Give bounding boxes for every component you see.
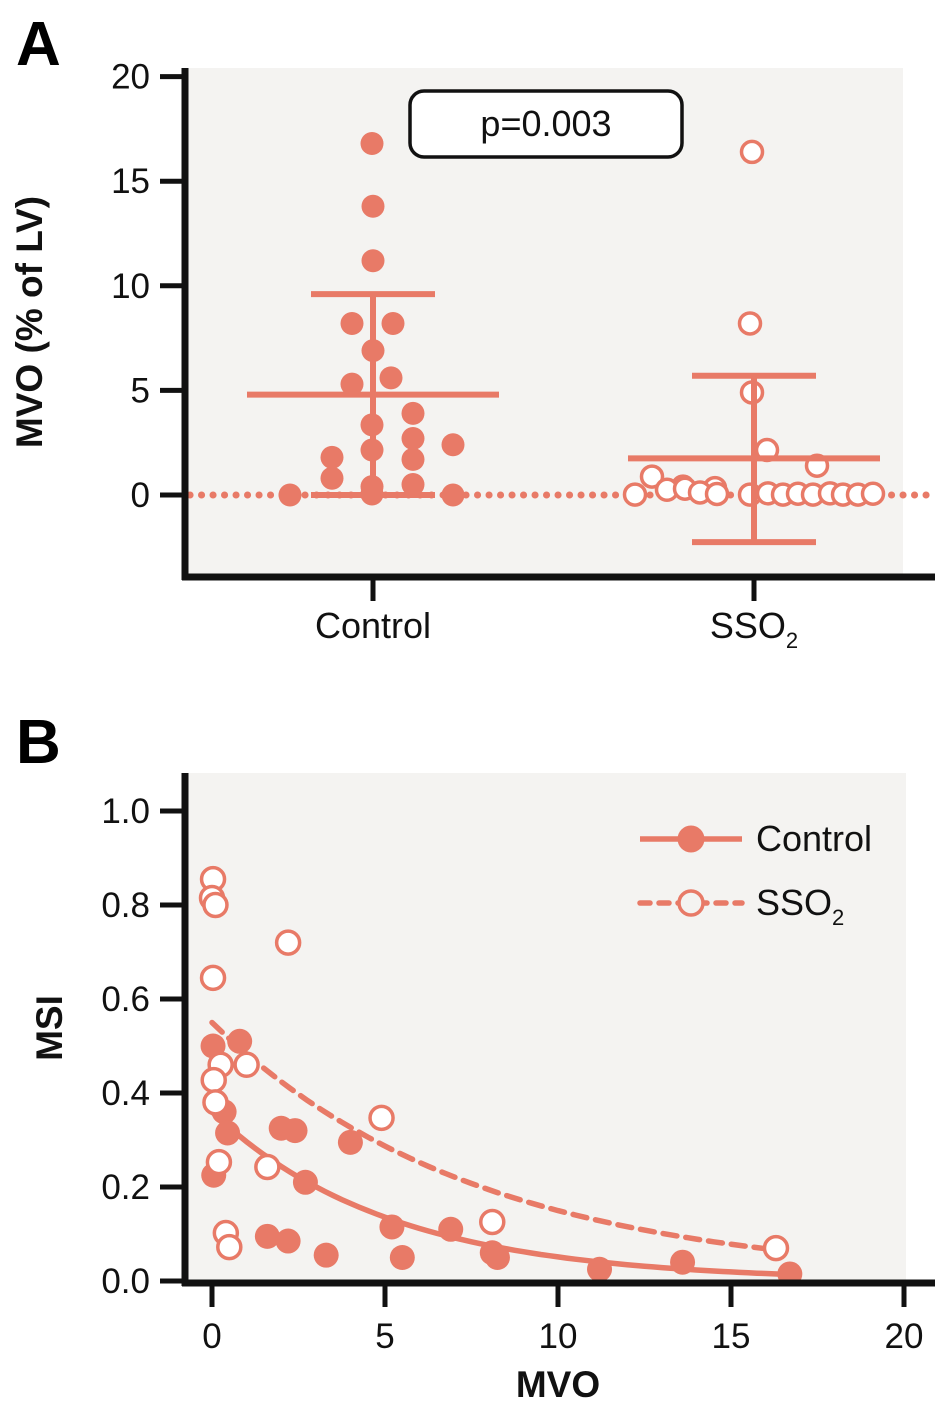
panel-b-x-axis-title: MVO (516, 1364, 600, 1405)
legend-label-sso2: SSO2 (756, 882, 844, 930)
y-tick-label: 0.2 (101, 1168, 150, 1207)
data-point-filled (340, 311, 364, 335)
error-bar (247, 291, 499, 498)
data-point-filled (215, 1120, 241, 1146)
data-point-open (199, 964, 227, 992)
data-point-open (368, 1104, 395, 1132)
data-point-filled (484, 1245, 510, 1270)
data-point-filled (227, 1028, 253, 1054)
panel-b-plot-area (188, 773, 906, 1283)
panel-b-label: B (16, 708, 61, 777)
x-tick-label: 5 (375, 1317, 394, 1356)
data-point-filled (282, 1118, 308, 1144)
legend-label-control: Control (756, 818, 872, 859)
y-tick-label: 0.0 (101, 1262, 150, 1301)
data-point-filled (340, 372, 364, 396)
data-point-filled (401, 401, 425, 425)
data-point-filled (389, 1245, 415, 1270)
x-tick-label: 15 (712, 1317, 751, 1356)
p-value-text: p=0.003 (480, 103, 611, 144)
y-tick-label: 0.6 (101, 980, 150, 1019)
data-point-filled (292, 1169, 318, 1195)
data-point-open (737, 311, 763, 336)
data-point-filled (381, 311, 405, 335)
legend-entry-sso2: SSO2 (637, 882, 844, 930)
data-point-filled (361, 249, 385, 273)
data-point-open (216, 1233, 243, 1261)
data-point-open (704, 481, 730, 507)
fit-curve-sso2 (209, 1019, 778, 1253)
data-point-open (739, 139, 765, 165)
p-value-annotation: p=0.003 (408, 89, 684, 159)
data-point-filled (320, 445, 344, 469)
panel-a-y-axis-title: MVO (% of LV) (9, 196, 50, 448)
data-point-filled (320, 466, 344, 490)
data-point-filled (254, 1223, 280, 1249)
group-label-control: Control (315, 605, 431, 646)
data-point-open (202, 891, 229, 919)
panel-b-y-axis-title: MSI (29, 995, 70, 1061)
data-point-open (205, 1148, 233, 1176)
data-point-open (479, 1208, 506, 1236)
data-point-open (274, 929, 302, 956)
error-bar (628, 372, 880, 546)
panel-a-axes (160, 68, 935, 601)
data-point-filled (401, 473, 425, 497)
y-tick-label: 0.8 (101, 886, 150, 925)
data-point-open (233, 1051, 260, 1079)
data-point-filled (337, 1129, 363, 1155)
group-sso2 (622, 139, 886, 546)
x-tick-label: 10 (539, 1317, 578, 1356)
data-point-open (200, 1066, 227, 1094)
legend-marker-filled (677, 825, 705, 853)
data-point-filled (401, 427, 425, 451)
legend: Control SSO2 (637, 818, 872, 930)
panel-b-chart: 0.0 0.2 0.4 0.6 0.8 1.0 0 5 10 15 20 MSI MVO Control S… (29, 773, 935, 1405)
y-tick-label: 10 (111, 267, 150, 306)
data-point-open (202, 1089, 229, 1116)
panel-b-axes (160, 773, 935, 1307)
y-tick-label: 5 (131, 371, 150, 410)
y-tick-label: 15 (111, 162, 150, 201)
data-point-filled (379, 1214, 405, 1240)
panel-a-chart: 0 5 10 15 20 Control SSO2 MVO (% of LV) p=0.003 (9, 58, 935, 653)
data-point-filled (360, 132, 384, 156)
data-point-filled (401, 447, 425, 471)
x-tick-label: 0 (202, 1317, 221, 1356)
data-point-filled (670, 1249, 696, 1275)
legend-entry-control: Control (640, 818, 872, 859)
data-point-filled (441, 433, 465, 457)
data-point-filled (275, 1228, 301, 1254)
data-point-open (860, 481, 886, 506)
y-tick-label: 0.4 (101, 1074, 150, 1113)
data-point-open (639, 464, 665, 489)
y-tick-label: 1.0 (101, 792, 150, 831)
data-point-open (762, 1234, 790, 1262)
legend-marker-open (677, 889, 705, 917)
y-tick-label: 0 (131, 476, 150, 515)
series-control (200, 1028, 803, 1287)
group-label-sso2: SSO2 (710, 605, 798, 653)
data-point-filled (278, 483, 302, 507)
y-tick-label: 20 (111, 58, 150, 97)
data-point-filled (313, 1242, 339, 1268)
data-point-open (622, 482, 648, 507)
x-tick-label: 20 (885, 1317, 924, 1356)
data-point-filled (379, 366, 403, 390)
data-point-open (254, 1153, 281, 1181)
group-control (247, 132, 499, 507)
data-point-filled (441, 483, 465, 507)
data-point-filled (587, 1256, 613, 1282)
panel-a-label: A (16, 10, 61, 79)
data-point-filled (438, 1216, 464, 1242)
data-point-filled (361, 194, 385, 218)
series-sso2 (198, 865, 790, 1262)
